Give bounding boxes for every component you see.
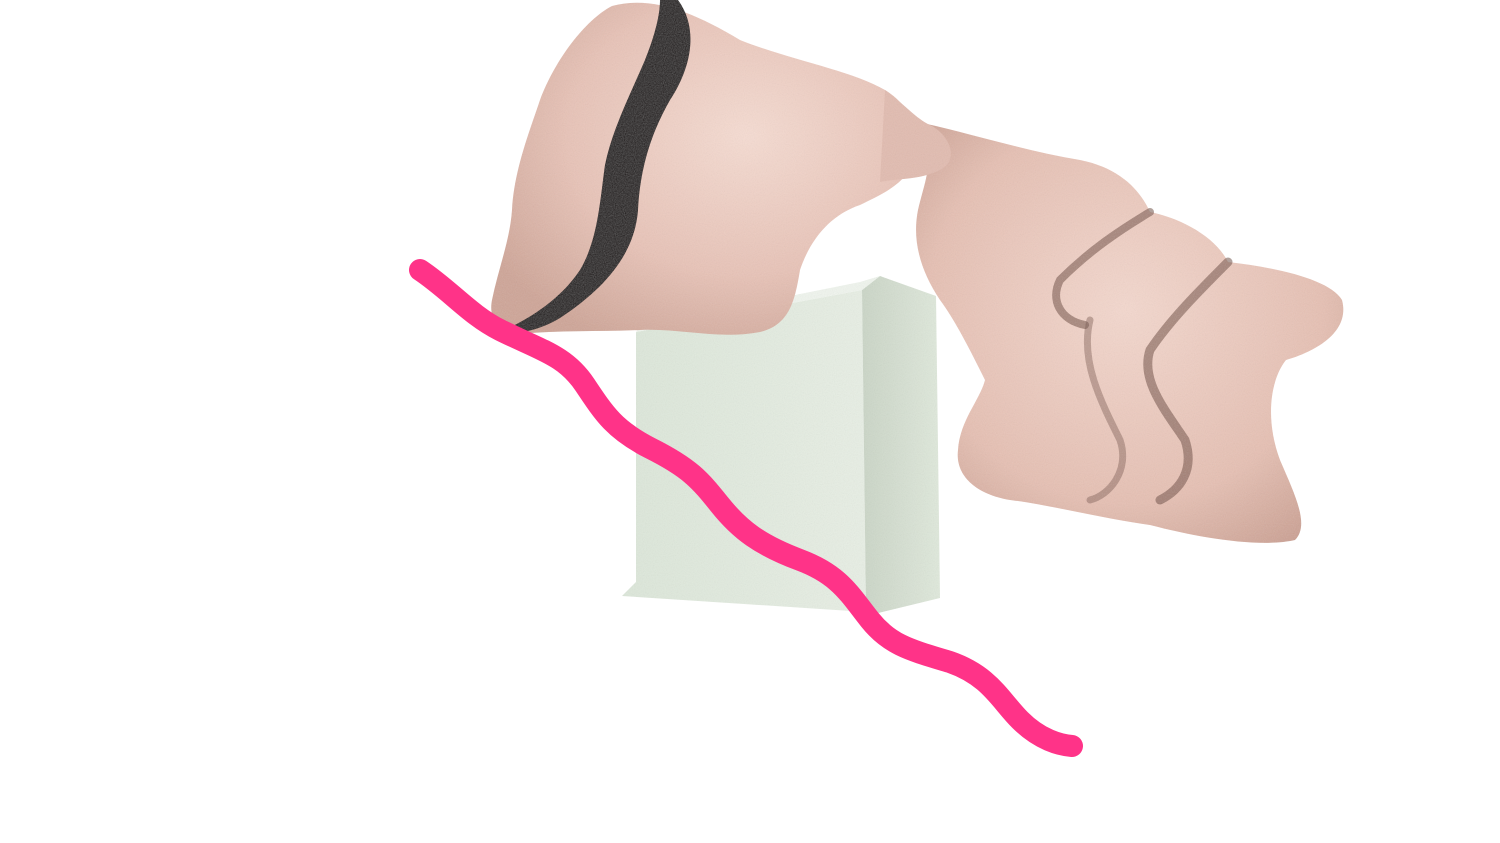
blob-left-crease [505,0,691,333]
box-front-face [622,290,866,612]
blob-right-fold-3 [1083,316,1127,504]
blob-right-body [907,120,1344,543]
pink-wavy-blob-left [491,0,951,335]
magenta-wavy-line [409,259,1083,757]
pale-green-box [622,276,940,614]
blob-right-fold-1 [1052,208,1154,329]
pink-wavy-blob-right [907,120,1344,543]
blob-right-fold-2 [1143,257,1233,505]
box-side-face [862,276,940,614]
blob-left-tail [880,90,951,182]
